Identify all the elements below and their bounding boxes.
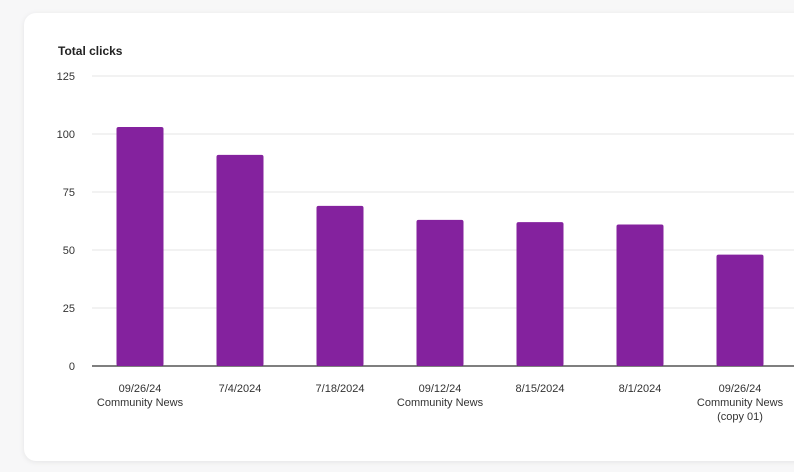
bar[interactable] — [416, 219, 464, 366]
x-tick-label: 09/26/24 — [719, 383, 762, 395]
x-tick-label: 09/26/24 — [119, 383, 162, 395]
bar[interactable] — [116, 127, 164, 366]
y-tick-label: 100 — [57, 129, 75, 141]
bar[interactable] — [316, 205, 364, 366]
bars — [116, 127, 764, 366]
x-tick-label: Community News — [397, 397, 484, 409]
bar[interactable] — [216, 154, 264, 366]
x-tick-label: 09/12/24 — [419, 383, 462, 395]
x-axis-labels: 09/26/24 Community News 7/4/2024 7/18/2024 0… — [97, 383, 784, 423]
x-tick-label: 8/15/2024 — [516, 383, 565, 395]
x-tick-label: 7/4/2024 — [219, 383, 262, 395]
y-tick-label: 25 — [63, 303, 75, 315]
bar[interactable] — [616, 224, 664, 366]
chart-title: Total clicks — [58, 44, 123, 58]
y-tick-label: 0 — [69, 361, 75, 373]
y-tick-label: 125 — [57, 71, 75, 83]
y-axis-ticks: 0 25 50 75 100 125 — [57, 71, 75, 373]
x-tick-label: Community News — [97, 397, 184, 409]
x-tick-label: Community News — [697, 397, 784, 409]
bar[interactable] — [716, 254, 764, 366]
x-tick-label: 7/18/2024 — [316, 383, 365, 395]
y-tick-label: 50 — [63, 245, 75, 257]
bar[interactable] — [516, 222, 564, 366]
x-tick-label: (copy 01) — [717, 411, 763, 423]
x-tick-label: 8/1/2024 — [619, 383, 662, 395]
y-tick-label: 75 — [63, 187, 75, 199]
